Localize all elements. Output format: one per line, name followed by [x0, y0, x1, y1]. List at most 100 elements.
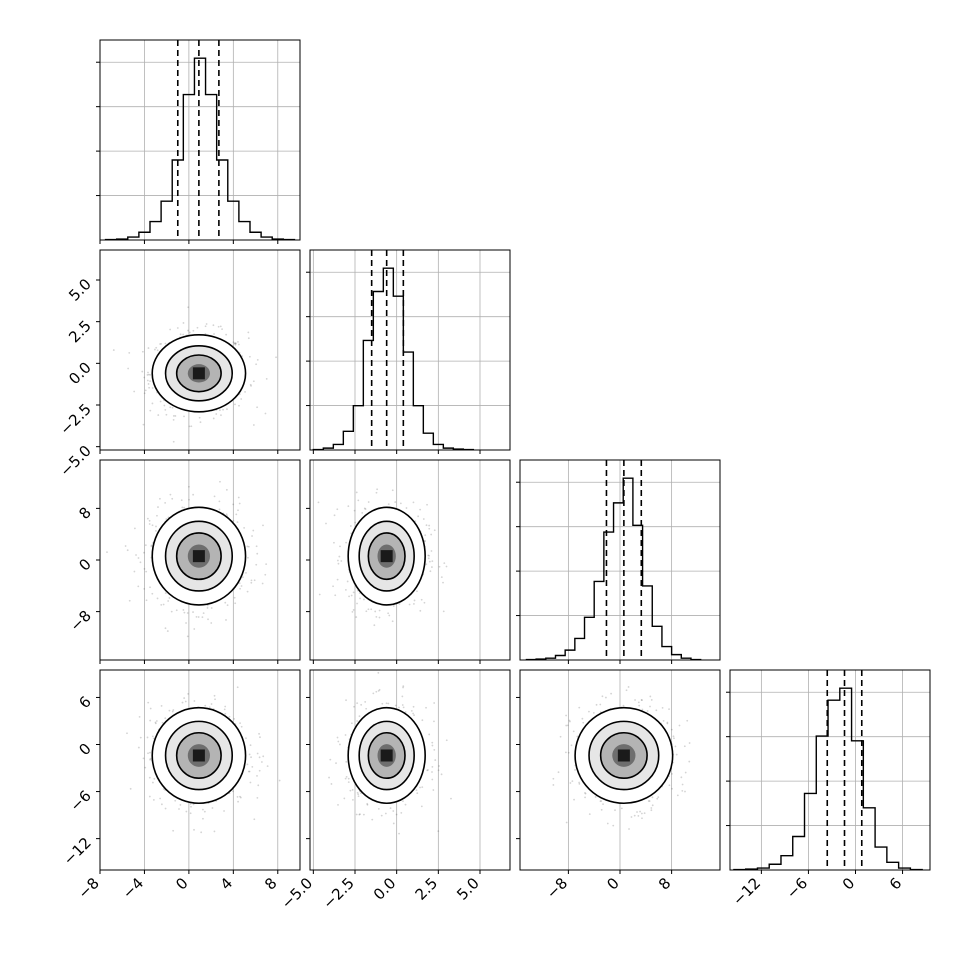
sample-point [192, 803, 195, 806]
sample-point [226, 604, 229, 607]
sample-point [400, 811, 403, 814]
sample-point [258, 732, 260, 735]
sample-point [184, 700, 187, 703]
sample-point [401, 704, 404, 706]
sample-point [636, 811, 638, 813]
sample-point [196, 326, 199, 329]
sample-point [247, 337, 250, 340]
sample-point [225, 619, 227, 621]
sample-point [375, 615, 378, 618]
sample-point [206, 607, 209, 609]
sample-point [160, 342, 163, 345]
sample-point [259, 736, 261, 739]
sample-point [233, 717, 236, 720]
sample-point [201, 616, 204, 619]
sample-point [149, 758, 151, 761]
sample-point [413, 603, 415, 605]
sample-point [233, 342, 236, 345]
sample-point [420, 805, 423, 808]
sample-point [142, 757, 145, 760]
sample-point [426, 503, 428, 506]
sample-point [358, 813, 361, 816]
sample-point [684, 771, 687, 774]
sample-point [251, 766, 254, 768]
sample-point [438, 765, 440, 767]
sample-point [340, 560, 343, 562]
sample-point [187, 329, 189, 332]
sample-point [578, 781, 581, 784]
sample-point [148, 776, 151, 779]
scatter-panel-3-2: −8 0 8 [516, 669, 721, 902]
sample-point [651, 796, 654, 799]
sample-point [172, 709, 175, 711]
x-tick-label: −5.0 [278, 874, 316, 912]
sample-point [218, 508, 221, 511]
sample-point [207, 665, 209, 667]
sample-point [640, 812, 643, 815]
sample-point [166, 630, 169, 632]
sample-point [169, 328, 172, 331]
sample-point [182, 322, 185, 324]
sample-point [222, 408, 224, 411]
sample-point [183, 611, 186, 614]
sample-point [219, 480, 221, 483]
sample-point [356, 791, 359, 794]
sample-point [413, 599, 416, 602]
panel-frame [99, 249, 301, 451]
sample-point [339, 743, 341, 746]
sample-point [221, 328, 223, 331]
sample-point [610, 692, 613, 695]
x-tick-label: 8 [261, 874, 280, 893]
sample-point [401, 695, 404, 698]
sample-point [224, 712, 227, 715]
sample-point [325, 522, 327, 525]
sample-point [600, 808, 603, 811]
sample-point [671, 773, 673, 775]
sample-point [352, 591, 355, 594]
sample-point [210, 703, 213, 705]
sample-point [588, 813, 591, 816]
sample-point [450, 797, 452, 800]
sample-point [181, 506, 184, 509]
sample-point [347, 505, 350, 508]
sample-point [262, 755, 265, 758]
y-tick-label: −2.5 [56, 400, 94, 438]
sample-point [568, 719, 571, 722]
sample-point [428, 560, 431, 563]
sample-point [398, 832, 400, 835]
sample-point [599, 703, 602, 706]
sample-point [419, 786, 421, 789]
sample-point [151, 402, 154, 405]
sample-point [333, 514, 336, 517]
sample-point [164, 592, 167, 595]
sample-point [252, 380, 255, 383]
sample-point [573, 798, 575, 801]
sample-point [148, 519, 151, 522]
histogram-panel-0 [96, 39, 301, 244]
sample-point [149, 380, 151, 382]
sample-point [657, 796, 660, 799]
sample-point [237, 800, 239, 803]
sample-point [578, 706, 581, 709]
sample-point [432, 789, 435, 791]
sample-point [186, 612, 189, 614]
sample-point [232, 503, 235, 506]
sample-point [241, 576, 244, 579]
sample-point [337, 803, 339, 806]
sample-point [156, 597, 159, 600]
sample-point [346, 580, 349, 583]
sample-point [377, 689, 380, 692]
sample-point [339, 545, 341, 548]
sample-point [189, 803, 192, 805]
sample-point [559, 735, 562, 738]
sample-point [571, 780, 574, 783]
sample-point [236, 796, 239, 798]
sample-point [357, 795, 360, 798]
sample-point [185, 622, 187, 624]
sample-point [141, 370, 144, 373]
sample-point [392, 822, 395, 825]
sample-point [433, 749, 436, 751]
sample-point [385, 702, 388, 705]
sample-point [422, 518, 425, 520]
sample-point [335, 762, 337, 765]
